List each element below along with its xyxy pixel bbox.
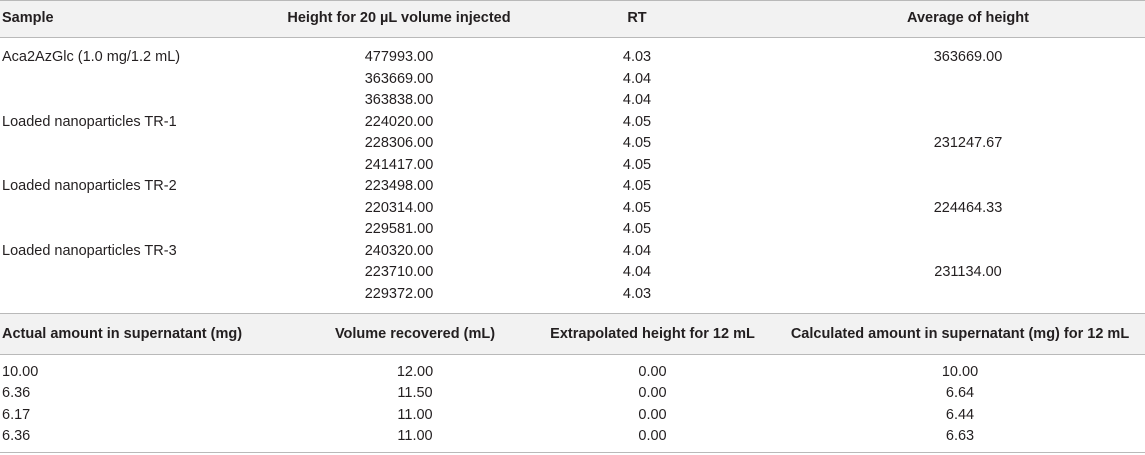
- table2-header-band: [0, 314, 1145, 354]
- table2-cell-calculated: 6.63: [945, 427, 975, 444]
- table2-cell-volume: 11.00: [397, 406, 433, 423]
- table2-cell-volume: 12.00: [396, 364, 434, 380]
- table1-cell-average: [818, 241, 1118, 262]
- table1-cell-height: 220314.00: [364, 199, 434, 216]
- table1-cell-rt: 4.05: [622, 178, 652, 194]
- table1-cell-average: [818, 284, 1118, 305]
- table1-header-height: Height for 20 µL volume injected: [287, 10, 511, 26]
- table2-cell-calculated: 6.44: [945, 406, 975, 423]
- table1-cell-rt: 4.04: [622, 70, 652, 87]
- table2-top-rule: [0, 313, 1145, 314]
- table2-cell-calculated: 10.00: [941, 364, 979, 380]
- table1-cell-average: [818, 155, 1118, 176]
- table1-cell-sample: [2, 90, 252, 111]
- table1-top-rule: [0, 0, 1145, 1]
- table1-header-band: [0, 0, 1145, 37]
- table1-cell-average: [818, 112, 1118, 133]
- table1-cell-average: 231247.67: [933, 135, 1003, 151]
- table2-cell-extrapolated: 0.00: [638, 364, 667, 380]
- table1-cell-rt: 4.05: [622, 199, 652, 216]
- table2-cell-extrapolated: 0.00: [638, 385, 667, 402]
- table1-cell-sample: [2, 133, 252, 154]
- table1-header-rule: [0, 37, 1145, 38]
- table1-cell-height: 223498.00: [364, 178, 434, 194]
- table1-cell-sample: [2, 155, 252, 176]
- table2-cell-actual: 10.00: [2, 364, 39, 380]
- table1-cell-sample: Loaded nanoparticles TR-2: [2, 178, 177, 194]
- table1-cell-height: 224020.00: [364, 113, 434, 130]
- table2-cell-calculated: 6.64: [945, 385, 975, 402]
- table1-cell-sample: [2, 284, 252, 305]
- table1-cell-rt: 4.05: [622, 221, 652, 237]
- table1-cell-sample: Aca2AzGlc (1.0 mg/1.2 mL): [2, 49, 181, 65]
- table2-cell-extrapolated: 0.00: [638, 427, 667, 444]
- table1-cell-rt: 4.05: [622, 113, 652, 130]
- table1-cell-height: 229581.00: [364, 221, 434, 237]
- table1-cell-sample: [2, 198, 252, 219]
- table1-cell-average: 363669.00: [933, 49, 1003, 65]
- table1-header-rt: RT: [627, 10, 647, 26]
- table2-header-actual: Actual amount in supernatant (mg): [2, 326, 243, 342]
- table1-cell-rt: 4.04: [622, 242, 652, 259]
- table2-header-rule: [0, 354, 1145, 355]
- table1-cell-average: [818, 69, 1118, 90]
- table1-cell-height: 241417.00: [364, 156, 434, 173]
- table2-cell-actual: 6.36: [2, 385, 31, 402]
- table2-header-volume: Volume recovered (mL): [334, 326, 496, 342]
- table2-cell-actual: 6.36: [2, 427, 31, 444]
- table2-cell-volume: 11.00: [397, 427, 433, 444]
- table2-header-extrapolated: Extrapolated height for 12 mL: [550, 326, 755, 342]
- table1-cell-sample: [2, 262, 252, 283]
- table1-cell-height: 240320.00: [364, 242, 434, 259]
- table1-cell-average: 231134.00: [934, 264, 1002, 280]
- table1-cell-rt: 4.04: [622, 264, 652, 280]
- table1-cell-average: [818, 219, 1118, 240]
- table1-cell-average: 224464.33: [933, 199, 1003, 216]
- table1-header-average: Average of height: [907, 10, 1029, 26]
- table1-cell-height: 223710.00: [364, 264, 434, 280]
- table1-cell-sample: Loaded nanoparticles TR-3: [2, 242, 177, 259]
- table2-cell-actual: 6.17: [2, 406, 31, 423]
- table1-cell-height: 363838.00: [364, 92, 434, 108]
- table1-cell-rt: 4.03: [622, 285, 652, 302]
- table1-cell-rt: 4.03: [622, 49, 652, 65]
- table1-cell-average: [818, 90, 1118, 111]
- table1-cell-height: 228306.00: [364, 135, 434, 151]
- table1-cell-height: 477993.00: [364, 49, 434, 65]
- table1-cell-height: 229372.00: [364, 285, 434, 302]
- table1-cell-sample: Loaded nanoparticles TR-1: [2, 113, 177, 130]
- table1-cell-height: 363669.00: [364, 70, 434, 87]
- table1-cell-average: [818, 176, 1118, 197]
- table2-bottom-rule: [0, 452, 1145, 453]
- table1-cell-sample: [2, 69, 252, 90]
- table2-cell-volume: 11.50: [397, 385, 433, 402]
- table1-cell-sample: [2, 219, 252, 240]
- table1-cell-rt: 4.04: [622, 92, 652, 108]
- table2-cell-extrapolated: 0.00: [638, 406, 667, 423]
- table2-header-calculated: Calculated amount in supernatant (mg) fo…: [790, 326, 1130, 342]
- table1-cell-rt: 4.05: [622, 156, 652, 173]
- table1-header-sample: Sample: [2, 10, 54, 26]
- table1-cell-rt: 4.05: [622, 135, 652, 151]
